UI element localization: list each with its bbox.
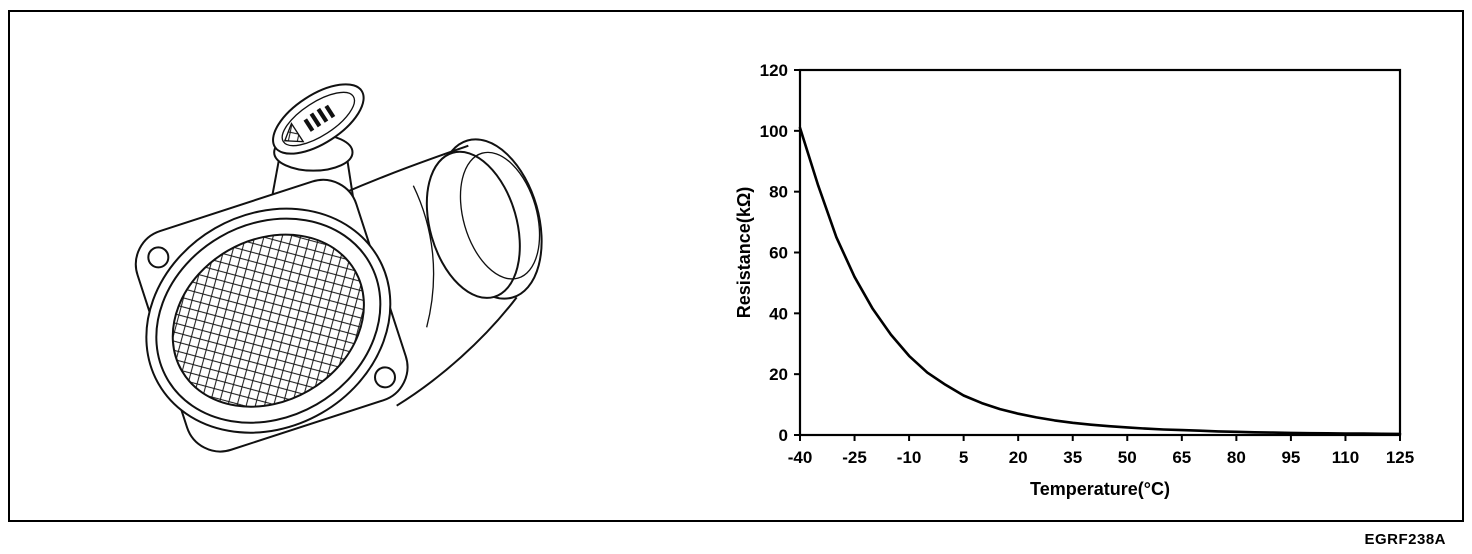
x-tick-label: 20 [1009,448,1028,467]
y-tick-label: 20 [769,365,788,384]
connector-pins [303,104,336,132]
figure-border-frame: -40 -25 -10 5 20 35 50 65 80 95 110 125 0 20 40 60 80 100… [8,10,1464,522]
y-axis-title: Resistance(kΩ) [734,187,754,318]
mesh-screen [171,233,365,408]
x-tick-label: -10 [897,448,922,467]
y-tick-label: 80 [769,183,788,202]
x-tick-label: 50 [1118,448,1137,467]
chart-svg: -40 -25 -10 5 20 35 50 65 80 95 110 125 0 20 40 60 80 100… [734,61,1414,499]
y-tick-label: 0 [779,426,788,445]
maf-sensor-illustration [50,26,650,512]
x-tick-label: 35 [1063,448,1082,467]
bolt-hole-bottom-right [374,366,396,389]
bolt-hole-top-left [147,246,170,269]
resistance-temperature-chart: -40 -25 -10 5 20 35 50 65 80 95 110 125 0 20 40 60 80 100… [732,40,1442,520]
x-axis-title: Temperature(°C) [1030,479,1170,499]
figure-code: EGRF238A [1364,531,1446,548]
x-tick-label: 110 [1332,448,1359,467]
intake-rim [145,207,392,434]
x-tick-label: 95 [1281,448,1300,467]
plot-border [798,68,1402,437]
x-tick-label: 5 [959,448,968,467]
x-tick-label: 80 [1227,448,1246,467]
x-tick-label: -40 [788,448,813,467]
sensor-body [341,144,518,407]
connector-key-notch [283,122,305,143]
outlet-ring [425,138,543,300]
y-tick-label: 100 [760,122,788,141]
resistance-curve [798,126,1402,436]
x-tick-label: -25 [842,448,867,467]
electrical-connector [272,83,365,155]
y-tick-label: 60 [769,244,788,263]
y-tick-label: 120 [760,61,788,80]
x-tick-label: 125 [1386,448,1414,467]
x-tick-label: 65 [1172,448,1191,467]
maf-sensor-svg [134,83,543,453]
y-tick-label: 40 [769,304,788,323]
